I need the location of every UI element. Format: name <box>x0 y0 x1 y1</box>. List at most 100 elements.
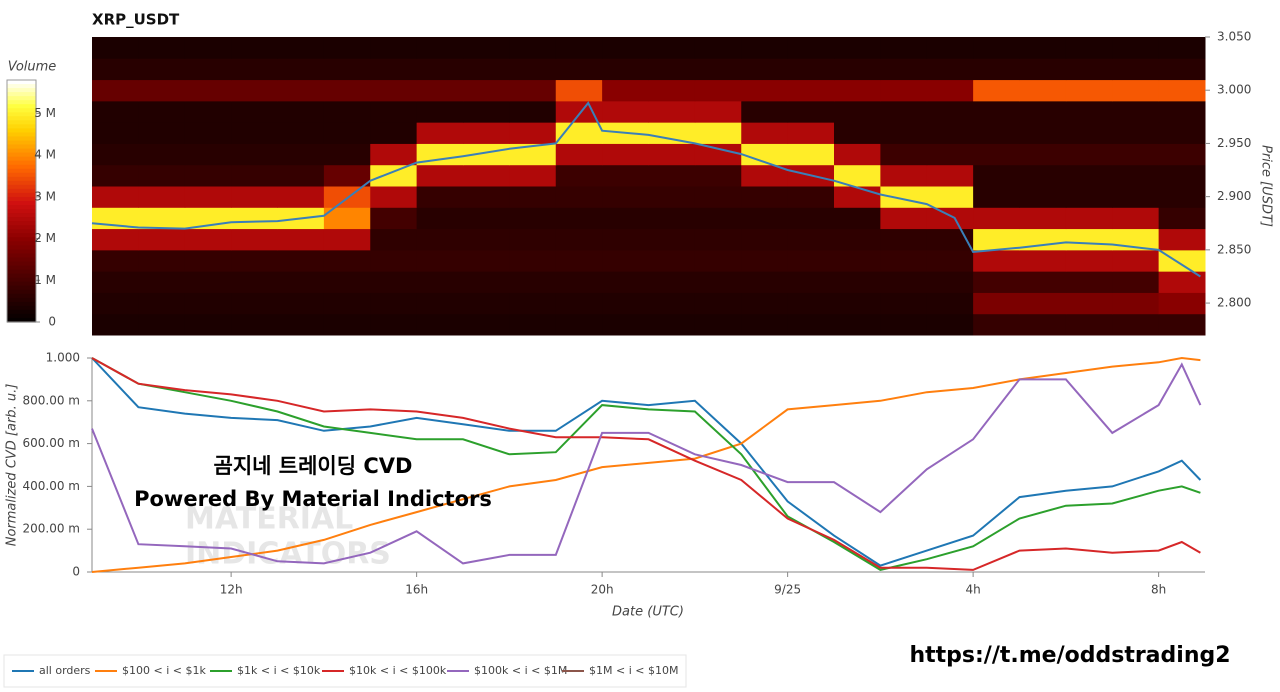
heat-cell <box>926 100 974 123</box>
heat-cell <box>1065 122 1113 144</box>
heat-cell <box>973 164 1020 187</box>
colorbar-step <box>7 277 36 283</box>
heat-cell <box>834 79 881 102</box>
y-tick-label: 2.900 <box>1217 189 1251 203</box>
heat-cell <box>277 79 325 102</box>
heat-cell <box>416 58 464 81</box>
heat-cell <box>184 292 232 315</box>
colorbar-step <box>7 249 36 255</box>
colorbar-step <box>7 237 36 242</box>
x-tick-label: 16h <box>405 583 428 597</box>
heat-cell <box>880 100 928 123</box>
heat-cell <box>555 186 603 208</box>
heat-cell <box>231 228 278 251</box>
legend-label: $10k < i < $100k <box>349 664 447 677</box>
colorbar-step <box>7 293 36 299</box>
heat-cell <box>370 122 418 144</box>
heat-cell <box>741 207 789 230</box>
colorbar-step <box>7 80 36 85</box>
heat-cell <box>509 249 557 272</box>
heat-cell <box>277 100 325 123</box>
heat-cell <box>323 228 371 251</box>
heat-cell <box>323 58 371 81</box>
heat-cell <box>648 249 696 272</box>
heat-cell <box>416 164 464 187</box>
heat-cell <box>184 100 232 123</box>
heat-cell <box>648 37 696 59</box>
heat-cell <box>323 164 371 187</box>
heat-cell <box>1158 186 1206 208</box>
heat-cell <box>787 143 835 166</box>
heat-cell <box>370 37 418 59</box>
heat-cell <box>1019 37 1067 59</box>
legend-label: $1M < i < $10M <box>589 664 678 677</box>
heat-cell <box>184 271 232 293</box>
heat-cell <box>880 228 928 251</box>
heat-cell <box>277 37 325 59</box>
heat-cell <box>1158 79 1206 102</box>
heat-cell <box>1112 100 1160 123</box>
colorbar-step <box>7 184 36 190</box>
heat-cell <box>926 58 974 81</box>
y-tick-label: 2.800 <box>1217 296 1251 310</box>
heat-cell <box>231 79 278 102</box>
heat-cell <box>1065 249 1113 272</box>
footer-link[interactable]: https://t.me/oddstrading2 <box>909 643 1230 668</box>
colorbar-step <box>7 241 36 246</box>
heat-cell <box>694 292 742 315</box>
series-line <box>91 362 1202 565</box>
heat-cell <box>648 164 696 187</box>
colorbar-step <box>7 285 36 291</box>
heat-cell <box>1019 271 1067 293</box>
heat-cell <box>648 207 696 230</box>
heat-cell <box>694 122 742 144</box>
heat-cell <box>277 186 325 208</box>
heat-cell <box>92 79 139 102</box>
colorbar-tick-label: 3 M <box>34 189 56 203</box>
heat-cell <box>555 249 603 272</box>
legend-frame <box>3 654 687 688</box>
heat-cell <box>1158 249 1206 272</box>
heat-cell <box>741 79 789 102</box>
heat-cell <box>973 79 1020 102</box>
heat-cell <box>555 79 603 102</box>
heat-cell <box>92 100 139 123</box>
heat-cell <box>1065 313 1113 336</box>
colorbar-step <box>7 92 36 97</box>
annotation: 곰지네 트레이딩 CVD <box>214 454 413 478</box>
heat-cell <box>741 249 789 272</box>
colorbar-step <box>7 225 36 230</box>
heat-cell <box>463 58 510 81</box>
heat-cell <box>370 271 418 293</box>
heat-cell <box>184 164 232 187</box>
heat-cell <box>1019 228 1067 251</box>
heat-cell <box>787 186 835 208</box>
heat-cell <box>741 313 789 336</box>
colorbar-step <box>7 317 36 323</box>
heat-cell <box>1112 186 1160 208</box>
heat-cell <box>370 164 418 187</box>
heat-cell <box>92 228 139 251</box>
heat-cell <box>694 58 742 81</box>
heat-cell <box>1158 143 1206 166</box>
heat-cell <box>926 313 974 336</box>
heat-cell <box>509 58 557 81</box>
heat-cell <box>92 249 139 272</box>
heat-cell <box>277 228 325 251</box>
heat-cell <box>1112 207 1160 230</box>
heat-cell <box>416 122 464 144</box>
heat-cell <box>880 122 928 144</box>
heat-cell <box>463 249 510 272</box>
series-line <box>91 357 1201 571</box>
colorbar-step <box>7 136 36 142</box>
heat-cell <box>880 271 928 293</box>
price-line <box>91 101 1201 278</box>
colorbar-step <box>7 100 36 105</box>
heat-cell <box>926 228 974 251</box>
legend-item: $10k < i < $100k <box>322 664 447 677</box>
heat-cell <box>1112 37 1160 59</box>
heat-cell <box>973 249 1020 272</box>
heat-cell <box>648 100 696 123</box>
heat-cell <box>834 228 881 251</box>
heat-cell <box>1019 249 1067 272</box>
